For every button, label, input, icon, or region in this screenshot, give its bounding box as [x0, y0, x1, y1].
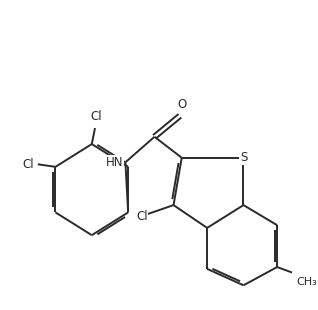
Text: HN: HN — [106, 156, 124, 169]
Text: S: S — [240, 151, 247, 164]
Text: Cl: Cl — [91, 110, 102, 123]
Text: Cl: Cl — [22, 158, 34, 171]
Text: O: O — [178, 98, 187, 111]
Text: Cl: Cl — [136, 210, 148, 223]
Text: CH₃: CH₃ — [296, 277, 317, 287]
